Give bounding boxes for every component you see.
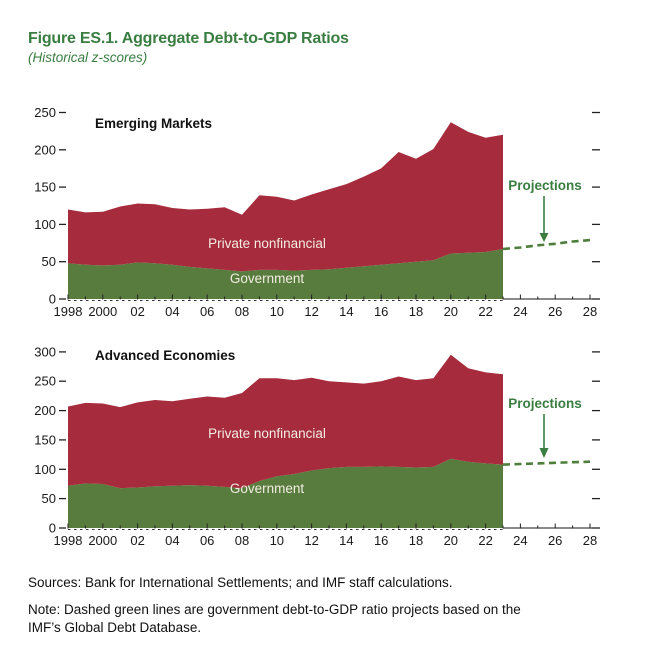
x-axis-label: 26	[548, 533, 562, 548]
advanced-economies-chart: 0 50 100 150 200 250 300 1998 2000 02 04 06 08 10 12 14…	[34, 344, 600, 548]
government-area	[68, 458, 503, 528]
private-nonfinancial-label: Private nonfinancial	[208, 236, 326, 251]
x-axis-label: 1998	[54, 533, 83, 548]
government-label: Government	[230, 481, 305, 496]
x-axis-label: 14	[339, 304, 353, 319]
x-axis-label: 18	[409, 533, 423, 548]
panel-title: Advanced Economies	[95, 348, 235, 363]
x-axis-label: 04	[165, 533, 179, 548]
x-axis-label: 2000	[88, 533, 117, 548]
figure-footer: Sources: Bank for International Settleme…	[28, 574, 624, 636]
x-axis-label: 12	[304, 304, 318, 319]
y-axis-label: 50	[42, 254, 56, 269]
y-axis-label: 150	[34, 432, 56, 447]
sources-text: Sources: Bank for International Settleme…	[28, 575, 453, 590]
y-axis-label: 200	[34, 403, 56, 418]
x-axis-label: 10	[270, 533, 284, 548]
government-projection-line	[502, 460, 591, 466]
x-axis-label: 24	[513, 304, 527, 319]
note-text: Note: Dashed green lines are government …	[28, 601, 521, 635]
y-axis-label: 50	[42, 491, 56, 506]
figure-title: Figure ES.1. Aggregate Debt-to-GDP Ratio…	[28, 30, 349, 47]
y-axis-label: 250	[34, 374, 56, 389]
y-axis-label: 300	[34, 344, 56, 359]
x-axis-label: 04	[165, 304, 179, 319]
private-nonfinancial-area	[68, 354, 503, 489]
x-axis-label: 14	[339, 533, 353, 548]
x-axis-label: 20	[444, 533, 458, 548]
x-axis-label: 06	[200, 304, 214, 319]
y-axis-label: 0	[49, 292, 56, 307]
x-axis-label: 06	[200, 533, 214, 548]
projections-arrow-head	[539, 448, 549, 458]
x-axis-label: 22	[478, 533, 492, 548]
y-axis-label: 150	[34, 180, 56, 195]
x-axis-label: 28	[583, 533, 597, 548]
x-axis-label: 26	[548, 304, 562, 319]
x-axis-label: 08	[235, 304, 249, 319]
panel-title: Emerging Markets	[95, 116, 212, 131]
x-axis-label: 28	[583, 304, 597, 319]
y-axis-label: 250	[34, 105, 56, 120]
government-area	[68, 249, 503, 299]
y-axis-label: 0	[49, 521, 56, 536]
x-axis-label: 02	[130, 533, 144, 548]
x-axis-label: 1998	[54, 304, 83, 319]
x-axis-label: 10	[270, 304, 284, 319]
x-axis-label: 02	[130, 304, 144, 319]
x-axis-label: 24	[513, 533, 527, 548]
government-label: Government	[230, 271, 305, 286]
x-axis-label: 08	[235, 533, 249, 548]
projections-label: Projections	[508, 178, 582, 193]
figure-subtitle: (Historical z-scores)	[28, 50, 148, 65]
x-axis-label: 20	[444, 304, 458, 319]
y-axis-label: 100	[34, 217, 56, 232]
x-axis-label: 16	[374, 304, 388, 319]
projections-arrow-head	[539, 233, 549, 242]
x-axis-label: 22	[478, 304, 492, 319]
x-axis-label: 16	[374, 533, 388, 548]
figure-header: Figure ES.1. Aggregate Debt-to-GDP Ratio…	[28, 30, 349, 65]
private-nonfinancial-area	[68, 122, 503, 272]
y-axis-label: 100	[34, 462, 56, 477]
x-axis-label: 2000	[88, 304, 117, 319]
private-nonfinancial-label: Private nonfinancial	[208, 426, 326, 441]
x-axis-label: 12	[304, 533, 318, 548]
y-axis-label: 200	[34, 142, 56, 157]
x-axis-label: 18	[409, 304, 423, 319]
projections-label: Projections	[508, 396, 582, 411]
government-projection-line	[502, 238, 591, 251]
emerging-markets-chart: 0 50 100 150 200 250 1998 2000 02 04 06 08 10 12 14 16 1…	[34, 105, 600, 319]
